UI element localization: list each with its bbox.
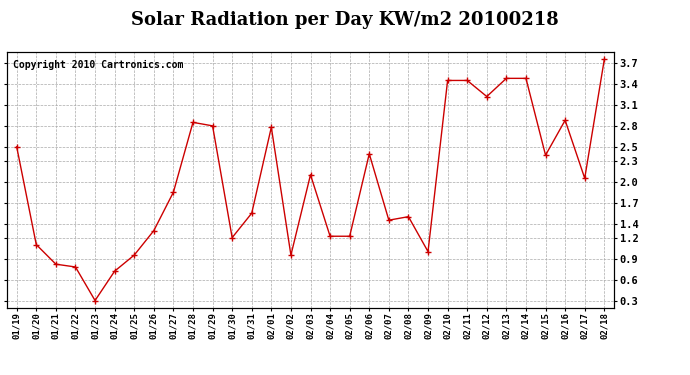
Text: Solar Radiation per Day KW/m2 20100218: Solar Radiation per Day KW/m2 20100218 [131,11,559,29]
Text: Copyright 2010 Cartronics.com: Copyright 2010 Cartronics.com [13,60,184,70]
